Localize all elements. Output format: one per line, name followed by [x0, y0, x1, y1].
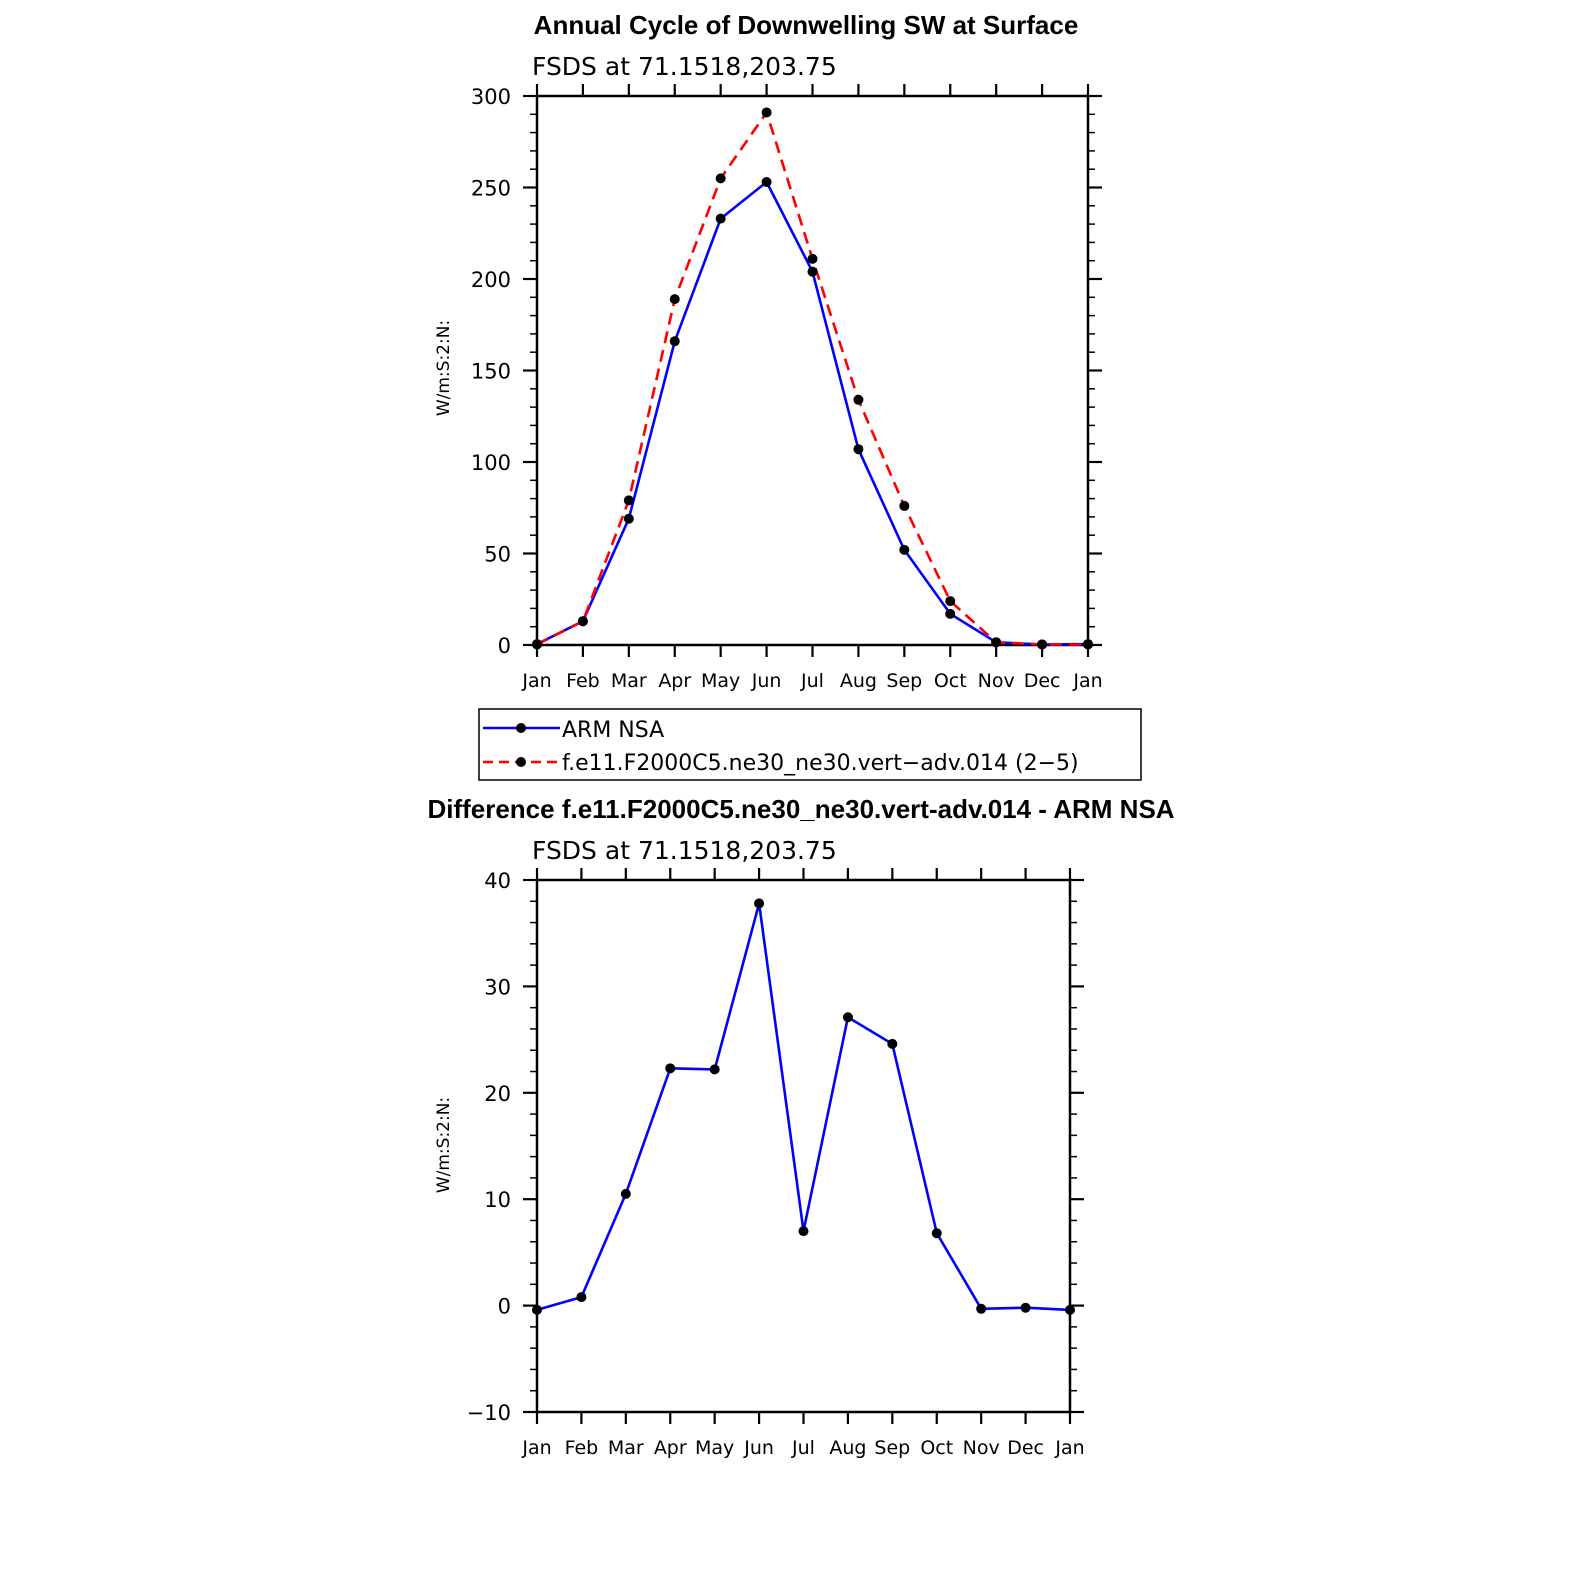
- chart-top-xtick-label: Sep: [886, 670, 922, 692]
- chart-bottom-series-0-point: [665, 1063, 676, 1074]
- chart-top-series-1-point: [715, 173, 726, 184]
- chart-bottom-xtick-label: Feb: [565, 1437, 599, 1459]
- chart-bottom-ytick-label: 40: [484, 869, 511, 893]
- chart-top-series-1-point: [945, 596, 956, 607]
- chart-top-series-1-point: [991, 637, 1002, 648]
- chart-top-title: Annual Cycle of Downwelling SW at Surfac…: [534, 10, 1079, 40]
- chart-top-series-line-1: [536, 111, 1088, 646]
- chart-bottom-ytick-label: −10: [467, 1401, 511, 1425]
- chart-bottom-plot: −10 0 10 20 30 40 Jan Feb Mar Apr May Jun Jul Aug Sep O…: [467, 868, 1085, 1459]
- chart-top-series-1-point: [577, 616, 588, 627]
- chart-bottom-xtick-label: Oct: [920, 1437, 953, 1459]
- chart-top-ytick-label: 0: [498, 634, 511, 658]
- chart-bottom-series-0-point: [798, 1226, 809, 1237]
- chart-bottom-series-0-point: [532, 1304, 542, 1315]
- chart-top-xtick-label: Dec: [1024, 670, 1061, 692]
- legend-label-arm-nsa: ARM NSA: [562, 718, 664, 743]
- chart-top-series-1-point: [853, 394, 864, 405]
- chart-top-xtick-label: Jan: [1072, 670, 1102, 692]
- chart-top-series-0-point: [623, 513, 634, 524]
- chart-bottom-series-0-point: [709, 1064, 720, 1075]
- chart-bottom-xtick-label: Jul: [791, 1437, 815, 1459]
- chart-bottom-series-0-point: [1020, 1302, 1031, 1313]
- chart-bottom-ytick-label: 20: [484, 1082, 511, 1106]
- chart-top-xtick-label: Mar: [611, 670, 647, 692]
- chart-bottom-xtick-label: Dec: [1007, 1437, 1044, 1459]
- chart-top-xtick-label: May: [701, 670, 740, 692]
- chart-top-series-0-point: [715, 213, 726, 224]
- chart-bottom-xtick-label: Jan: [521, 1437, 551, 1459]
- chart-top-series-0-point: [669, 336, 680, 347]
- chart-bottom-series-0-point: [754, 898, 765, 909]
- chart-top-series-1-point: [807, 253, 818, 264]
- chart-bottom: Difference f.e11.F2000C5.ne30_ne30.vert-…: [427, 794, 1174, 1459]
- chart-bottom-ylabel: W/m:S:2:N:: [434, 1097, 454, 1193]
- chart-top-ytick-label: 200: [471, 268, 511, 292]
- chart-top-series-line-0: [536, 180, 1089, 646]
- chart-bottom-series-0-point: [931, 1228, 942, 1239]
- chart-bottom-xtick-label: Aug: [829, 1437, 866, 1459]
- legend-marker-arm-nsa: [516, 723, 526, 733]
- chart-top-subtitle: FSDS at 71.1518,203.75: [532, 52, 837, 81]
- chart-bottom-xtick-label: Sep: [874, 1437, 910, 1459]
- chart-top-ytick-label: 50: [484, 543, 511, 567]
- chart-top: Annual Cycle of Downwelling SW at Surfac…: [434, 10, 1103, 692]
- chart-top-xtick-label: Apr: [658, 670, 691, 692]
- legend-label-model: f.e11.F2000C5.ne30_ne30.vert−adv.014 (2−…: [562, 751, 1079, 776]
- chart-top-xtick-label: Oct: [934, 670, 967, 692]
- chart-bottom-ytick-label: 30: [484, 975, 511, 999]
- chart-top-series-1-point: [623, 495, 634, 506]
- chart-top-series-1-point: [669, 294, 680, 305]
- chart-bottom-series-0-point: [842, 1012, 853, 1023]
- chart-top-ytick-label: 300: [471, 85, 511, 109]
- chart-bottom-xtick-label: Jun: [743, 1437, 774, 1459]
- chart-top-series-1-point: [899, 500, 910, 511]
- chart-bottom-ytick-label: 10: [484, 1188, 511, 1212]
- chart-top-series-0-point: [945, 608, 956, 619]
- chart-bottom-series-0-point: [887, 1038, 898, 1049]
- chart-bottom-series-line-0: [536, 902, 1071, 1312]
- chart-top-ytick-label: 100: [471, 451, 511, 475]
- chart-top-series-1-point: [1083, 639, 1093, 650]
- chart-bottom-series-0-point: [976, 1303, 987, 1314]
- chart-bottom-xtick-label: Nov: [963, 1437, 1000, 1459]
- chart-top-series-1-point: [1037, 639, 1048, 650]
- chart-top-ylabel: W/m:S:2:N:: [434, 320, 454, 416]
- chart-bottom-frame: [535, 878, 1072, 1414]
- chart-top-xtick-label: Jun: [751, 670, 782, 692]
- chart-top-xtick-label: Nov: [978, 670, 1015, 692]
- chart-top-xtick-label: Jan: [521, 670, 551, 692]
- chart-bottom-series-0-point: [576, 1292, 587, 1303]
- legend-marker-model: [516, 757, 526, 767]
- legend-item-model: f.e11.F2000C5.ne30_ne30.vert−adv.014 (2−…: [483, 751, 1079, 776]
- chart-top-series-0-point: [853, 444, 864, 455]
- chart-top-ytick-label: 250: [471, 177, 511, 201]
- chart-top-series-0-point: [807, 266, 818, 277]
- chart-top-xtick-label: Jul: [800, 670, 824, 692]
- chart-bottom-xtick-label: Jan: [1054, 1437, 1084, 1459]
- chart-bottom-xtick-label: May: [695, 1437, 734, 1459]
- chart-top-series-0-point: [899, 544, 910, 555]
- legend-item-arm-nsa: ARM NSA: [483, 718, 664, 743]
- chart-top-xtick-label: Aug: [840, 670, 877, 692]
- chart-bottom-ytick-label: 0: [498, 1295, 511, 1319]
- chart-bottom-subtitle: FSDS at 71.1518,203.75: [532, 836, 837, 865]
- chart-top-plot: 0 50 100 150 200 250 300 Jan Feb Mar Apr May Jun Jul A…: [471, 84, 1103, 692]
- chart-top-series-1-point: [761, 107, 772, 118]
- chart-top-ytick-label: 150: [471, 360, 511, 384]
- chart-top-series-1-point: [532, 639, 542, 650]
- chart-bottom-xtick-label: Apr: [654, 1437, 687, 1459]
- chart-bottom-series-0-point: [1065, 1304, 1075, 1315]
- chart-top-frame: [535, 94, 1090, 647]
- chart-bottom-xtick-label: Mar: [608, 1437, 644, 1459]
- legend: ARM NSA f.e11.F2000C5.ne30_ne30.vert−adv…: [478, 708, 1142, 781]
- chart-bottom-series-0-point: [620, 1188, 631, 1199]
- chart-bottom-title: Difference f.e11.F2000C5.ne30_ne30.vert-…: [427, 794, 1174, 824]
- chart-top-xtick-label: Feb: [566, 670, 600, 692]
- chart-top-series-0-point: [761, 177, 772, 188]
- legend-box: [478, 708, 1142, 781]
